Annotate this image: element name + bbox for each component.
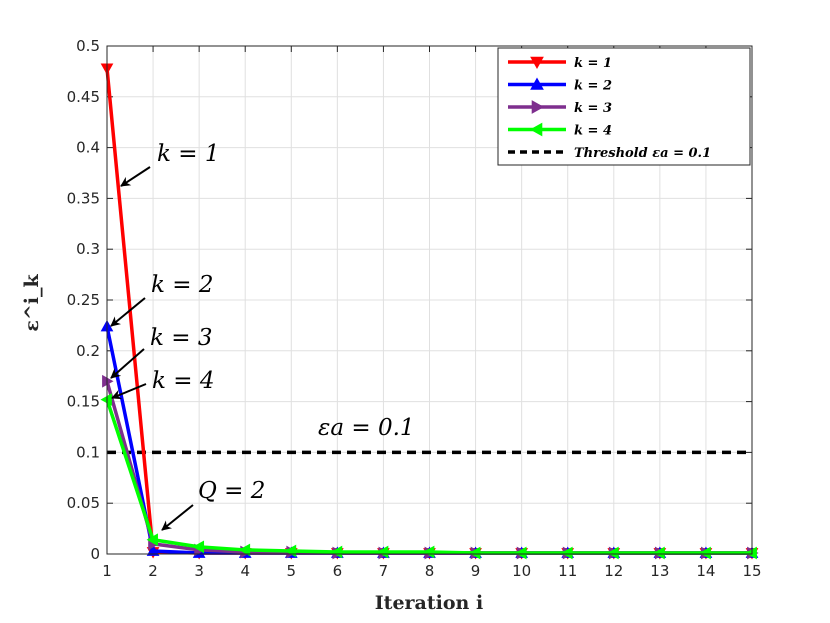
x-axis-title: Iteration i — [375, 592, 483, 614]
data-point — [376, 545, 389, 559]
x-tick-label: 15 — [742, 562, 761, 580]
legend-item: k = 3 — [508, 100, 612, 116]
y-tick-label: 0.25 — [67, 291, 100, 309]
x-tick-label: 8 — [425, 562, 435, 580]
legend-item: k = 1 — [508, 56, 612, 71]
y-tick-label: 0.15 — [67, 393, 100, 411]
y-tick-label: 0.2 — [76, 342, 100, 360]
annotation-label: Q = 2 — [198, 478, 265, 504]
annotation-arrow — [111, 383, 147, 400]
data-point — [192, 540, 205, 554]
x-tick-label: 12 — [604, 562, 623, 580]
data-point — [515, 546, 527, 560]
data-point — [699, 546, 711, 560]
data-point — [561, 546, 573, 560]
data-point — [745, 546, 757, 560]
data-point — [422, 545, 435, 559]
legend-label: Threshold εa = 0.1 — [574, 146, 711, 161]
x-tick-label: 3 — [194, 562, 204, 580]
series-layer — [100, 63, 759, 560]
data-point — [330, 545, 343, 559]
data-point — [607, 546, 619, 560]
x-tick-label: 10 — [512, 562, 531, 580]
legend-items: k = 1 k = 2 k = 3 k = 4 Threshold εa = 0.1 — [508, 56, 711, 161]
legend-item: k = 2 — [508, 77, 612, 94]
x-tick-label: 4 — [240, 562, 250, 580]
data-point — [653, 546, 665, 560]
data-point — [146, 544, 160, 556]
legend-marker — [530, 56, 544, 70]
legend-label: k = 4 — [574, 124, 612, 139]
data-point — [238, 543, 251, 557]
annotation-label: εa = 0.1 — [318, 415, 415, 441]
data-point — [146, 533, 158, 547]
annotation-label: k = 2 — [151, 272, 213, 298]
y-tick-label: 0.45 — [67, 88, 100, 106]
y-tick-label: 0.05 — [67, 494, 100, 512]
y-tick-label: 0.4 — [76, 139, 100, 157]
y-tick-label: 0.1 — [76, 443, 100, 461]
legend-label: k = 1 — [574, 56, 612, 71]
legend-label: k = 3 — [574, 101, 612, 116]
annotation-label: k = 4 — [152, 368, 214, 394]
annotation-arrow — [110, 348, 145, 379]
series-4 — [100, 393, 757, 560]
data-point — [102, 374, 114, 388]
legend-marker — [531, 100, 545, 114]
y-tick-label: 0.5 — [76, 37, 100, 55]
annotation-arrow — [161, 504, 194, 531]
data-point — [100, 393, 112, 406]
y-tick-label: 0.3 — [76, 240, 100, 258]
x-tick-label: 13 — [650, 562, 669, 580]
annotation-arrow — [120, 166, 151, 187]
legend-item: k = 4 — [508, 122, 612, 139]
legend-marker — [530, 77, 544, 90]
annotation-label: k = 1 — [157, 141, 219, 167]
y-tick-label: 0 — [90, 545, 100, 563]
x-tick-label: 14 — [696, 562, 715, 580]
legend-label: k = 2 — [574, 79, 612, 94]
y-axis-title: ε^i_k — [21, 273, 43, 331]
plot-frame — [106, 45, 753, 555]
x-tick-label: 7 — [379, 562, 389, 580]
legend-item: Threshold εa = 0.1 — [508, 146, 711, 161]
axis-ticks: 1 2 3 4 5 6 7 8 9 10 11 12 13 14 1500.050.10.150.20.25… — [67, 37, 762, 580]
annotations: k = 1 k = 2 k = 3 k = 4 Q = 2 εa = 0.1 — [110, 141, 415, 531]
x-tick-label: 2 — [148, 562, 158, 580]
legend: k = 1 k = 2 k = 3 k = 4 Threshold εa = 0.1 — [497, 47, 751, 166]
legend-marker — [529, 122, 543, 137]
x-tick-label: 11 — [558, 562, 577, 580]
data-point — [469, 546, 481, 560]
x-tick-label: 6 — [333, 562, 343, 580]
x-tick-label: 1 — [102, 562, 112, 580]
annotation-label: k = 3 — [150, 325, 212, 351]
x-tick-label: 9 — [471, 562, 481, 580]
y-tick-label: 0.35 — [67, 189, 100, 207]
annotation-arrow — [110, 297, 146, 327]
x-tick-label: 5 — [287, 562, 297, 580]
